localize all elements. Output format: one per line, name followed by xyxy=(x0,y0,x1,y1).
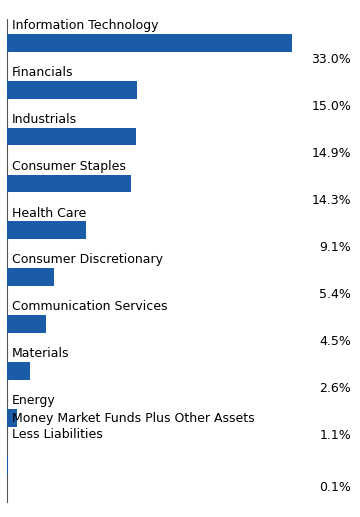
Bar xyxy=(7,409,17,427)
Text: Information Technology: Information Technology xyxy=(12,19,158,32)
Bar xyxy=(7,34,292,52)
Text: 2.6%: 2.6% xyxy=(319,382,351,395)
Text: 0.1%: 0.1% xyxy=(319,481,351,494)
Bar xyxy=(7,456,8,474)
Text: Materials: Materials xyxy=(12,347,69,360)
Text: 9.1%: 9.1% xyxy=(319,241,351,254)
Text: Health Care: Health Care xyxy=(12,207,86,220)
Text: Money Market Funds Plus Other Assets
Less Liabilities: Money Market Funds Plus Other Assets Les… xyxy=(12,412,254,440)
Bar xyxy=(7,362,30,380)
Text: Consumer Staples: Consumer Staples xyxy=(12,160,125,173)
Bar xyxy=(7,221,86,239)
Text: 1.1%: 1.1% xyxy=(319,429,351,442)
Bar xyxy=(7,81,137,99)
Text: 4.5%: 4.5% xyxy=(319,335,351,348)
Text: Industrials: Industrials xyxy=(12,113,77,126)
Bar xyxy=(7,128,136,145)
Bar xyxy=(7,315,46,333)
Text: Energy: Energy xyxy=(12,394,55,407)
Text: Communication Services: Communication Services xyxy=(12,300,167,313)
Bar xyxy=(7,268,54,286)
Text: Consumer Discretionary: Consumer Discretionary xyxy=(12,253,162,266)
Bar xyxy=(7,175,131,192)
Text: 15.0%: 15.0% xyxy=(311,100,351,113)
Text: Financials: Financials xyxy=(12,66,73,79)
Text: 14.9%: 14.9% xyxy=(311,147,351,160)
Text: 5.4%: 5.4% xyxy=(319,288,351,301)
Text: 14.3%: 14.3% xyxy=(311,194,351,207)
Text: 33.0%: 33.0% xyxy=(311,53,351,67)
